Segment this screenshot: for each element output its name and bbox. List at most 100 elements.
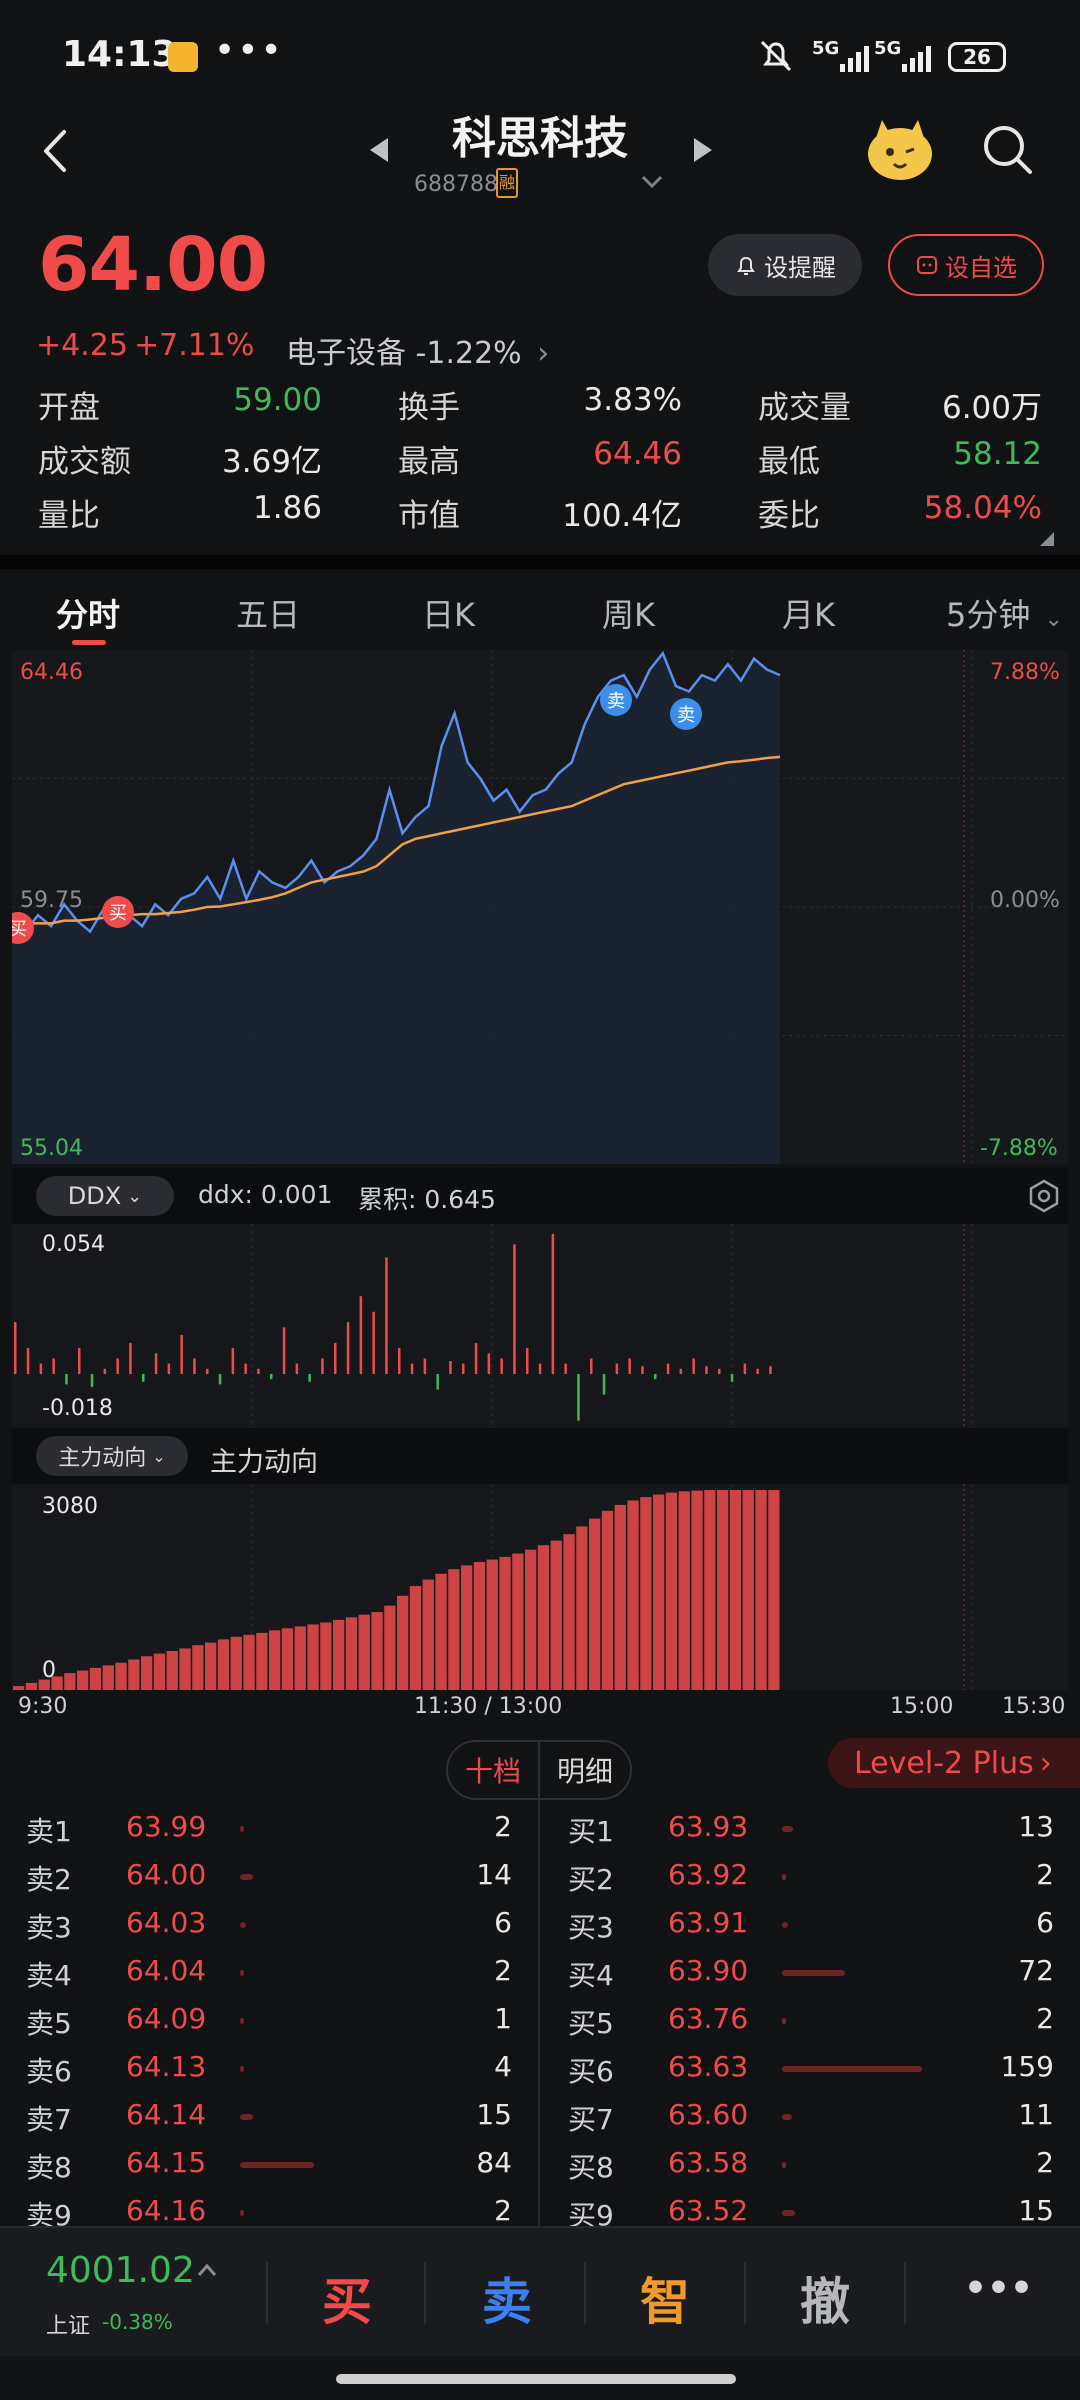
ddx-bar — [385, 1257, 388, 1374]
orderbook-row[interactable]: 买7 63.60 11 — [568, 2092, 1054, 2140]
orderbook-row[interactable]: 买9 63.52 15 — [568, 2188, 1054, 2236]
ddx-toolbar: DDX ⌄ ddx: 0.001 累积: 0.645 — [12, 1168, 1068, 1224]
tab-5min[interactable]: 5分钟 ⌄ — [946, 590, 1063, 636]
tab-weekly-k[interactable]: 周K — [602, 596, 655, 634]
order-volume: 4 — [494, 2050, 512, 2083]
chevron-right-icon: › — [1039, 1745, 1052, 1781]
orderbook-row[interactable]: 买8 63.58 2 — [568, 2140, 1054, 2188]
sell-button[interactable]: 卖 — [482, 2273, 532, 2331]
buy-button[interactable]: 买 — [322, 2273, 372, 2331]
chevron-down-icon[interactable] — [640, 174, 664, 190]
ddx-chart[interactable] — [12, 1224, 1068, 1428]
ddx-chart-svg — [14, 1224, 973, 1428]
ddx-bar — [718, 1368, 721, 1374]
orderbook-row[interactable]: 卖2 64.00 14 — [26, 1852, 512, 1900]
ddx-bar — [142, 1374, 145, 1382]
order-price: 63.76 — [668, 2002, 749, 2035]
orderbook-row[interactable]: 卖6 64.13 4 — [26, 2044, 512, 2092]
ddx-bar — [257, 1368, 260, 1374]
tab-fenshi[interactable]: 分时 — [56, 596, 121, 634]
order-volume-bar — [782, 1922, 788, 1928]
ddx-bar — [308, 1374, 311, 1382]
main-force-bar — [678, 1491, 690, 1690]
orderbook-row[interactable]: 买4 63.90 72 — [568, 1948, 1054, 1996]
divider — [904, 2262, 906, 2324]
smart-button[interactable]: 智 — [640, 2273, 690, 2331]
orderbook-row[interactable]: 买1 63.93 13 — [568, 1804, 1054, 1852]
corner-expand-icon[interactable] — [1040, 532, 1054, 546]
stat-value: 58.04% — [923, 490, 1042, 526]
orderbook-row[interactable]: 卖3 64.03 6 — [26, 1900, 512, 1948]
main-force-selector[interactable]: 主力动向 ⌄ — [36, 1436, 188, 1476]
set-alert-button[interactable]: 设提醒 — [708, 234, 862, 296]
ddx-bar — [743, 1363, 747, 1374]
ddx-bar — [295, 1363, 299, 1374]
mascot-icon[interactable] — [864, 116, 936, 184]
main-force-chart[interactable] — [12, 1484, 1068, 1690]
main-force-bar — [550, 1540, 562, 1690]
order-level: 卖2 — [26, 1863, 72, 1896]
sector-label: 电子设备 -1.22% — [286, 336, 522, 371]
stat-label: 成交量 — [758, 390, 851, 426]
search-icon[interactable] — [980, 122, 1036, 178]
main-force-bar — [345, 1617, 358, 1690]
ddx-bar — [103, 1368, 107, 1374]
orderbook-row[interactable]: 卖1 63.99 2 — [26, 1804, 512, 1852]
order-volume: 2 — [1036, 2002, 1054, 2035]
tab-monthly-k[interactable]: 月K — [782, 596, 835, 634]
order-price: 63.90 — [668, 1954, 749, 1987]
ddx-bar — [538, 1363, 542, 1374]
settings-icon[interactable] — [1026, 1178, 1062, 1214]
orderbook-row[interactable]: 卖8 64.15 84 — [26, 2140, 512, 2188]
order-price: 63.93 — [668, 1810, 749, 1843]
orderbook-row[interactable]: 卖5 64.09 1 — [26, 1996, 512, 2044]
orderbook-tabs: 十档 明细 — [446, 1740, 632, 1800]
cancel-order-button[interactable]: 撤 — [800, 2273, 850, 2331]
main-force-bar — [486, 1559, 498, 1690]
main-force-toolbar: 主力动向 ⌄ 主力动向 — [12, 1428, 1068, 1484]
orderbook-row[interactable]: 买3 63.91 6 — [568, 1900, 1054, 1948]
ddx-bar — [410, 1363, 414, 1374]
back-icon[interactable] — [36, 126, 76, 176]
ddx-selector[interactable]: DDX ⌄ — [36, 1176, 174, 1216]
order-volume: 14 — [476, 1858, 512, 1891]
main-force-bar — [422, 1579, 434, 1690]
ddx-bar — [231, 1348, 235, 1374]
orderbook-row[interactable]: 买6 63.63 159 — [568, 2044, 1054, 2092]
ddx-bar — [692, 1358, 695, 1374]
order-level: 卖5 — [26, 2007, 72, 2040]
ddx-bar — [90, 1374, 94, 1387]
tab-5day[interactable]: 五日 — [236, 596, 301, 634]
ddx-bar — [129, 1342, 132, 1374]
orderbook-row[interactable]: 买2 63.92 2 — [568, 1852, 1054, 1900]
main-max-label: 3080 — [42, 1494, 98, 1519]
orderbook-row[interactable]: 买5 63.76 2 — [568, 1996, 1054, 2044]
tab-details[interactable]: 明细 — [538, 1742, 630, 1798]
ddx-bar — [615, 1363, 619, 1374]
order-price: 64.09 — [126, 2002, 207, 2035]
time-1500: 15:00 — [890, 1694, 954, 1719]
level2-plus-button[interactable]: Level-2 Plus › — [828, 1738, 1080, 1788]
main-force-bar — [25, 1682, 38, 1690]
prev-stock-icon[interactable] — [366, 134, 392, 166]
tab-ten-levels[interactable]: 十档 — [464, 1755, 521, 1788]
ddx-bar — [577, 1374, 580, 1421]
time-1530: 15:30 — [1002, 1694, 1066, 1719]
intraday-chart[interactable]: 买买卖卖 — [2, 650, 1068, 1164]
order-price: 63.63 — [668, 2050, 749, 2083]
order-price: 63.99 — [126, 1810, 207, 1843]
home-indicator[interactable] — [336, 2374, 736, 2384]
main-force-bar — [576, 1526, 588, 1690]
price-change-pct: +7.11% — [134, 328, 255, 363]
next-stock-icon[interactable] — [690, 134, 716, 166]
orderbook-row[interactable]: 卖4 64.04 2 — [26, 1948, 512, 1996]
order-price: 64.04 — [126, 1954, 207, 1987]
more-button[interactable]: ••• — [964, 2268, 1034, 2309]
ddx-bar — [359, 1296, 363, 1374]
sector-link[interactable]: 电子设备 -1.22% › — [286, 328, 549, 372]
tab-daily-k[interactable]: 日K — [422, 596, 475, 634]
add-watchlist-button[interactable]: 设自选 — [888, 234, 1044, 296]
orderbook-row[interactable]: 卖7 64.14 15 — [26, 2092, 512, 2140]
order-volume: 2 — [1036, 2146, 1054, 2179]
index-value: 4001.02 — [46, 2250, 195, 2291]
